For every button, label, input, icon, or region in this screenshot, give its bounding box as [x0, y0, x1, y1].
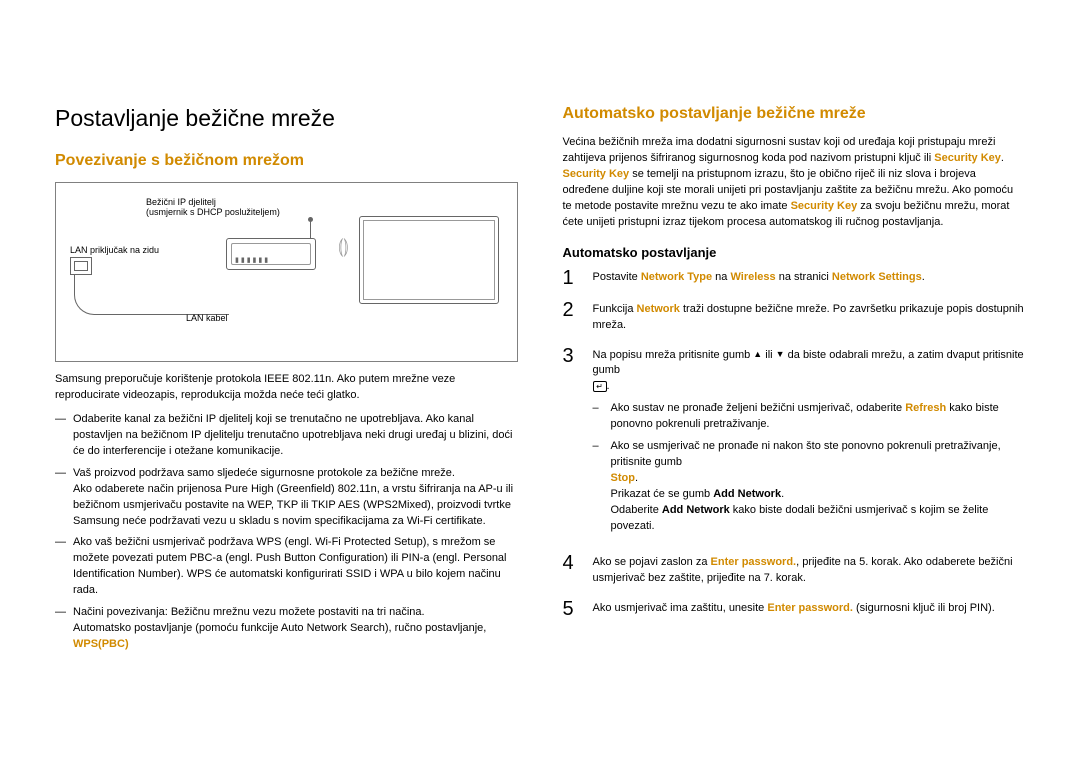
text: na — [712, 271, 730, 283]
list-item: Ako se usmjerivač ne pronađe ni nakon št… — [593, 439, 1026, 535]
list-item: Načini povezivanja: Bežičnu mrežnu vezu … — [55, 605, 518, 653]
text: Većina bežičnih mreža ima dodatni sigurn… — [563, 136, 996, 164]
page-title: Postavljanje bežične mreže — [55, 105, 518, 132]
intro-paragraph: Samsung preporučuje korištenje protokola… — [55, 372, 518, 404]
step-5: 5 Ako usmjerivač ima zaštitu, unesite En… — [563, 601, 1026, 619]
step-3: 3 Na popisu mreža pritisnite gumb ▲ ili … — [563, 348, 1026, 541]
diagram-label-1: Bežični IP djelitelj — [146, 197, 280, 207]
term: Enter password. — [711, 556, 797, 568]
list-item: Ako vaš bežični usmjerivač podržava WPS … — [55, 535, 518, 599]
diagram-cable-label: LAN kabel — [186, 313, 228, 323]
text: Ako se usmjerivač ne pronađe ni nakon št… — [611, 440, 1001, 468]
text: Ako usmjerivač ima zaštitu, unesite — [593, 602, 768, 614]
steps-list: 1 Postavite Network Type na Wireless na … — [563, 270, 1026, 619]
text: Na popisu mreža pritisnite gumb — [593, 349, 754, 361]
list-item: Odaberite kanal za bežični IP djelitelj … — [55, 412, 518, 460]
step-4: 4 Ako se pojavi zaslon za Enter password… — [563, 555, 1026, 587]
section-title-auto: Automatsko postavljanje bežične mreže — [563, 105, 1026, 123]
text: . — [635, 472, 638, 484]
term: Refresh — [905, 402, 946, 414]
term: Stop — [611, 472, 635, 484]
step-2: 2 Funkcija Network traži dostupne bežičn… — [563, 302, 1026, 334]
wpspbc-label: WPS(PBC) — [73, 638, 129, 650]
text: na stranici — [776, 271, 832, 283]
down-arrow-icon: ▼ — [776, 348, 785, 361]
auto-intro: Većina bežičnih mreža ima dodatni sigurn… — [563, 135, 1026, 231]
text: Ako sustav ne pronađe željeni bežični us… — [611, 402, 906, 414]
text: Odaberite — [611, 504, 662, 516]
section-title-connect: Povezivanje s bežičnom mrežom — [55, 152, 518, 170]
list-item-text: Načini povezivanja: Bežičnu mrežnu vezu … — [73, 606, 486, 634]
text: (sigurnosni ključ ili broj PIN). — [853, 602, 995, 614]
enter-icon: ↵ — [593, 381, 607, 392]
text: . — [781, 488, 784, 500]
step-3-sublist: Ako sustav ne pronađe željeni bežični us… — [593, 401, 1026, 535]
term: Network Settings — [832, 271, 922, 283]
step-content: Postavite Network Type na Wireless na st… — [593, 270, 1026, 288]
term: Add Network — [662, 504, 730, 516]
text: . — [922, 271, 925, 283]
diagram-router-label: Bežični IP djelitelj (usmjernik s DHCP p… — [146, 197, 280, 217]
router-icon: ▮▮▮▮▮▮ — [226, 238, 326, 288]
text: . — [607, 380, 610, 392]
list-item: Ako sustav ne pronađe željeni bežični us… — [593, 401, 1026, 433]
term: Wireless — [730, 271, 775, 283]
right-column: Automatsko postavljanje bežične mreže Ve… — [563, 105, 1026, 659]
subsection-title: Automatsko postavljanje — [563, 245, 1026, 260]
diagram-port-label: LAN priključak na zidu — [70, 245, 159, 255]
page: Postavljanje bežične mreže Povezivanje s… — [55, 105, 1025, 659]
text: Postavite — [593, 271, 641, 283]
security-key-term: Security Key — [791, 200, 858, 212]
text: Funkcija — [593, 303, 637, 315]
step-1: 1 Postavite Network Type na Wireless na … — [563, 270, 1026, 288]
left-column: Postavljanje bežične mreže Povezivanje s… — [55, 105, 518, 659]
text: . — [1001, 152, 1004, 164]
step-number: 1 — [563, 268, 579, 288]
network-diagram: Bežični IP djelitelj (usmjernik s DHCP p… — [55, 182, 518, 362]
text: Prikazat će se gumb — [611, 488, 714, 500]
step-number: 5 — [563, 599, 579, 619]
term: Network — [637, 303, 680, 315]
cable-icon — [74, 275, 229, 315]
step-content: Ako se pojavi zaslon za Enter password.,… — [593, 555, 1026, 587]
up-arrow-icon: ▲ — [753, 348, 762, 361]
diagram-label-2: (usmjernik s DHCP poslužiteljem) — [146, 207, 280, 217]
step-content: Na popisu mreža pritisnite gumb ▲ ili ▼ … — [593, 348, 1026, 541]
security-key-term: Security Key — [563, 168, 630, 180]
term: Add Network — [713, 488, 781, 500]
display-icon — [359, 216, 499, 304]
term: Network Type — [641, 271, 712, 283]
step-number: 4 — [563, 553, 579, 587]
text: Ako se pojavi zaslon za — [593, 556, 711, 568]
term: Enter password. — [767, 602, 853, 614]
step-number: 2 — [563, 300, 579, 334]
step-number: 3 — [563, 346, 579, 541]
step-content: Funkcija Network traži dostupne bežične … — [593, 302, 1026, 334]
step-content: Ako usmjerivač ima zaštitu, unesite Ente… — [593, 601, 1026, 619]
list-item: Vaš proizvod podržava samo sljedeće sigu… — [55, 466, 518, 530]
security-key-term: Security Key — [934, 152, 1001, 164]
signal-icon: ⦅⦆ — [338, 233, 348, 259]
notes-list: Odaberite kanal za bežični IP djelitelj … — [55, 412, 518, 653]
text: ili — [762, 349, 775, 361]
